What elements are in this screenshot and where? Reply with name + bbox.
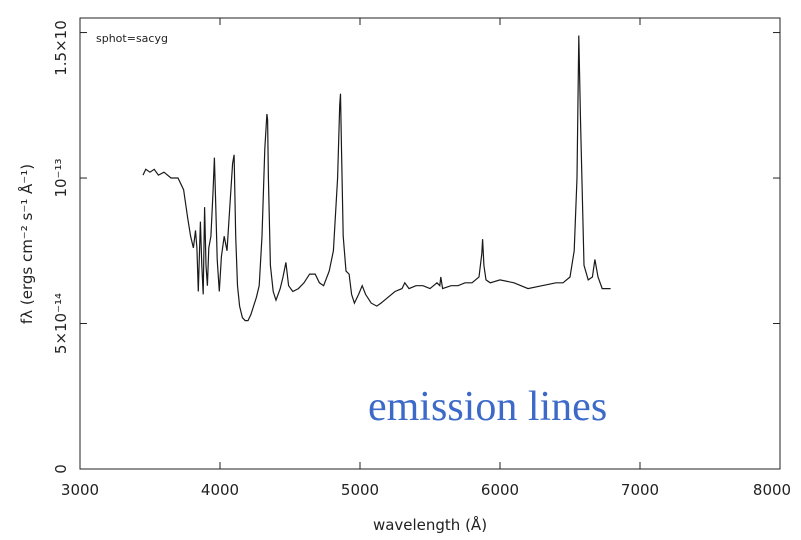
x-axis-title: wavelength (Å) <box>373 515 487 534</box>
y-tick-label: 1.5×10 <box>52 20 70 76</box>
y-axis-title: fλ (ergs cm⁻² s⁻¹ Å⁻¹) <box>17 164 36 324</box>
x-tick-label: 4000 <box>201 481 239 499</box>
x-axis: 3000 4000 5000 6000 7000 8000 <box>61 18 791 499</box>
spectrum-line <box>142 35 611 322</box>
plot-frame <box>79 17 781 470</box>
x-tick-label: 8000 <box>753 481 791 499</box>
x-tick-label: 6000 <box>481 481 519 499</box>
y-tick-label: 5×10⁻¹⁴ <box>52 293 70 354</box>
x-tick-label: 3000 <box>61 481 99 499</box>
y-tick-label: 0 <box>52 464 70 474</box>
corner-label: sphot=sacyg <box>96 32 168 45</box>
y-tick-label: 10⁻¹³ <box>52 159 70 198</box>
emission-lines-annotation: emission lines <box>368 384 607 430</box>
y-axis: 0 5×10⁻¹⁴ 10⁻¹³ 1.5×10 <box>52 20 780 474</box>
x-tick-label: 7000 <box>621 481 659 499</box>
x-tick-label: 5000 <box>341 481 379 499</box>
